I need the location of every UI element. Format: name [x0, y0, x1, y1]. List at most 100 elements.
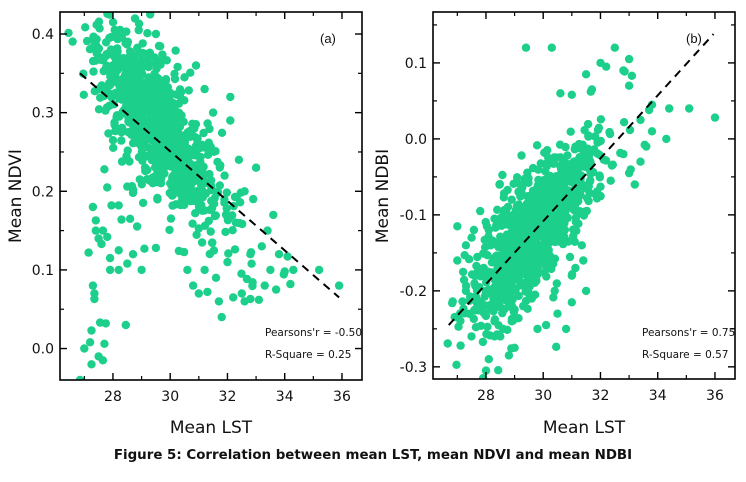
data-point [524, 174, 533, 183]
data-point [133, 43, 142, 52]
data-point [217, 128, 227, 137]
data-point [527, 294, 536, 303]
data-point [231, 218, 241, 227]
data-point [234, 155, 244, 164]
panel-b: 28 30 32 34 36 -0.3 -0.2 -0.1 0.0 0.1 (b) Pearson… [373, 11, 736, 438]
data-point [137, 104, 146, 113]
data-point [619, 149, 628, 159]
data-point [505, 265, 515, 275]
data-point [184, 86, 193, 95]
data-point [587, 85, 597, 94]
data-point [117, 215, 126, 224]
data-point [504, 351, 514, 360]
data-point [572, 160, 581, 169]
data-point [134, 25, 143, 35]
data-point [111, 45, 121, 54]
data-point [521, 260, 530, 269]
data-point [488, 238, 497, 248]
data-point [624, 81, 634, 90]
data-point [453, 256, 462, 265]
data-point [607, 161, 617, 170]
data-point [161, 95, 171, 105]
data-point [138, 198, 148, 208]
data-point [574, 196, 583, 206]
data-point [203, 119, 212, 128]
data-point [260, 281, 269, 290]
data-point [125, 214, 135, 223]
data-point [237, 269, 246, 278]
data-point [596, 115, 606, 124]
data-point [220, 171, 229, 180]
data-point [87, 326, 96, 335]
data-point [521, 43, 531, 52]
data-point [563, 151, 572, 160]
ticks-a [60, 12, 362, 380]
data-point [553, 309, 562, 318]
data-point [266, 265, 275, 275]
data-point [89, 67, 98, 76]
data-point [79, 69, 88, 78]
data-point [197, 200, 206, 210]
data-point [101, 38, 111, 47]
y-axis-title-b: Mean NDBI [373, 149, 393, 243]
data-point [526, 268, 535, 277]
data-point [198, 193, 207, 202]
data-point [450, 312, 459, 322]
data-point [498, 324, 508, 334]
data-point [206, 227, 215, 236]
data-point [527, 217, 536, 226]
data-point [204, 138, 213, 147]
data-point [528, 163, 538, 173]
y-tick-label: 0.1 [405, 56, 427, 72]
data-point [459, 275, 469, 285]
data-point [484, 267, 493, 276]
data-point [91, 216, 101, 225]
data-point [172, 115, 181, 124]
data-point [176, 137, 186, 147]
data-point [517, 151, 526, 160]
data-point [549, 216, 559, 226]
data-point [121, 69, 131, 79]
data-point [91, 226, 101, 235]
data-point [217, 312, 226, 322]
data-point [283, 252, 292, 261]
data-point [90, 87, 100, 96]
data-point [211, 273, 221, 282]
data-point [153, 150, 162, 160]
data-point [710, 113, 720, 122]
data-point [523, 286, 532, 295]
data-point [165, 225, 174, 235]
x-tick-label: 32 [219, 389, 237, 405]
data-point [128, 250, 138, 259]
data-point [172, 130, 181, 139]
data-point [581, 70, 591, 79]
data-point [591, 190, 601, 200]
data-point [87, 360, 96, 369]
data-point [85, 338, 95, 347]
data-point [497, 285, 506, 295]
data-point [492, 303, 501, 312]
data-point [280, 267, 289, 276]
data-point [166, 88, 175, 98]
data-point [642, 142, 651, 151]
data-point [151, 243, 161, 253]
data-point [114, 246, 123, 255]
data-point [166, 214, 176, 223]
data-point [530, 278, 539, 287]
tick-labels-b: 28 30 32 34 36 -0.3 -0.2 -0.1 0.0 0.1 [400, 56, 724, 404]
data-point [247, 259, 256, 268]
data-point [133, 95, 142, 104]
data-point [526, 194, 536, 203]
data-point [168, 139, 178, 148]
data-point [556, 89, 565, 98]
data-point [254, 295, 264, 304]
data-point [482, 329, 491, 339]
data-point [134, 153, 144, 162]
data-point [624, 168, 634, 178]
data-point [123, 82, 132, 91]
data-point [476, 321, 486, 330]
data-point [530, 208, 540, 217]
data-point [166, 179, 175, 188]
data-point [534, 258, 544, 267]
